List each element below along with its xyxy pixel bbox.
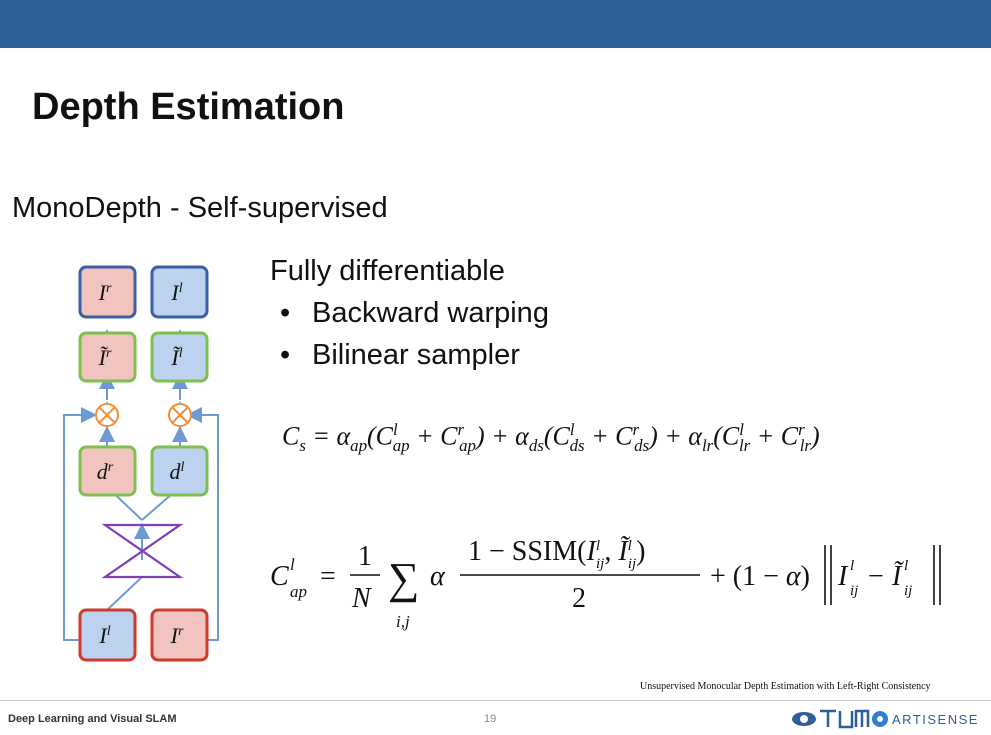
- artisense-logo-text: ARTISENSE: [892, 712, 979, 727]
- svg-text:l: l: [904, 558, 908, 574]
- svg-text:C: C: [270, 561, 289, 592]
- equation-appearance-loss: C l ap = 1 N ∑ i,j α 1 − SSIM(Il ij, Ĩl ij…: [270, 536, 941, 631]
- label-warped-l: Ĩl: [170, 345, 182, 370]
- network-icon: [101, 523, 184, 579]
- svg-text:I: I: [837, 561, 849, 592]
- svg-text:l: l: [290, 555, 295, 574]
- svg-text:+ (1 − α): + (1 − α): [710, 561, 810, 592]
- svg-text:N: N: [351, 583, 372, 614]
- eye-logo-icon: [792, 712, 816, 726]
- label-d-r: dr: [97, 459, 114, 484]
- label-i-l: Il: [170, 280, 182, 305]
- page-number: 19: [484, 713, 497, 725]
- bullet-list: Fully differentiable • Backward warping •…: [270, 250, 549, 376]
- footer-divider: [0, 700, 991, 701]
- warped-box: [78, 331, 137, 383]
- label-i-r: Ir: [98, 280, 112, 305]
- right-feedback-arrow: [186, 407, 219, 641]
- arrow: [106, 576, 143, 611]
- multiply-icon: [168, 403, 192, 427]
- svg-text:α: α: [430, 561, 446, 592]
- slide-subtitle: MonoDepth - Self-supervised: [12, 192, 388, 224]
- slide-title: Depth Estimation: [32, 86, 345, 128]
- disparity-box: [78, 445, 137, 497]
- label-input-r: Ir: [170, 623, 184, 648]
- multiply-icon: [95, 403, 119, 427]
- image-box: [78, 265, 137, 319]
- svg-text:ij: ij: [904, 583, 912, 599]
- svg-text:l: l: [850, 558, 854, 574]
- disparity-box: [150, 445, 209, 497]
- bullet-item: • Backward warping: [280, 297, 549, 330]
- bullet-item: • Bilinear sampler: [280, 339, 520, 372]
- input-box: [78, 608, 137, 662]
- svg-text:ap: ap: [290, 582, 307, 601]
- equation-total-loss: Cs = αap(Clap + Crap) + αds(Clds + Crds)…: [282, 420, 820, 455]
- svg-text:1: 1: [358, 541, 372, 572]
- label-warped-r: Ĩr: [98, 345, 112, 370]
- logos: ARTISENSE: [792, 709, 979, 729]
- label-input-l: Il: [98, 623, 110, 648]
- point-heading: Fully differentiable: [270, 255, 505, 287]
- citation: Unsupervised Monocular Depth Estimation …: [640, 681, 931, 692]
- svg-text:Ĩ: Ĩ: [891, 561, 904, 592]
- artisense-logo-icon: [872, 711, 888, 727]
- tum-logo-icon: [820, 709, 870, 729]
- svg-text:i,j: i,j: [396, 612, 410, 631]
- image-box: [150, 265, 209, 319]
- input-box: [150, 608, 209, 662]
- svg-text:ij: ij: [850, 583, 858, 599]
- footer-course-name: Deep Learning and Visual SLAM: [8, 713, 177, 725]
- warped-box: [150, 331, 209, 383]
- svg-text:=: =: [320, 561, 336, 592]
- monodepth-diagram: Ir Il Ĩr Ĩl dr dl Il Ir: [63, 265, 219, 662]
- label-d-l: dl: [170, 459, 185, 484]
- svg-text:2: 2: [572, 583, 586, 614]
- svg-text:−: −: [868, 561, 884, 592]
- top-bar: [0, 0, 991, 48]
- svg-text:∑: ∑: [388, 554, 419, 603]
